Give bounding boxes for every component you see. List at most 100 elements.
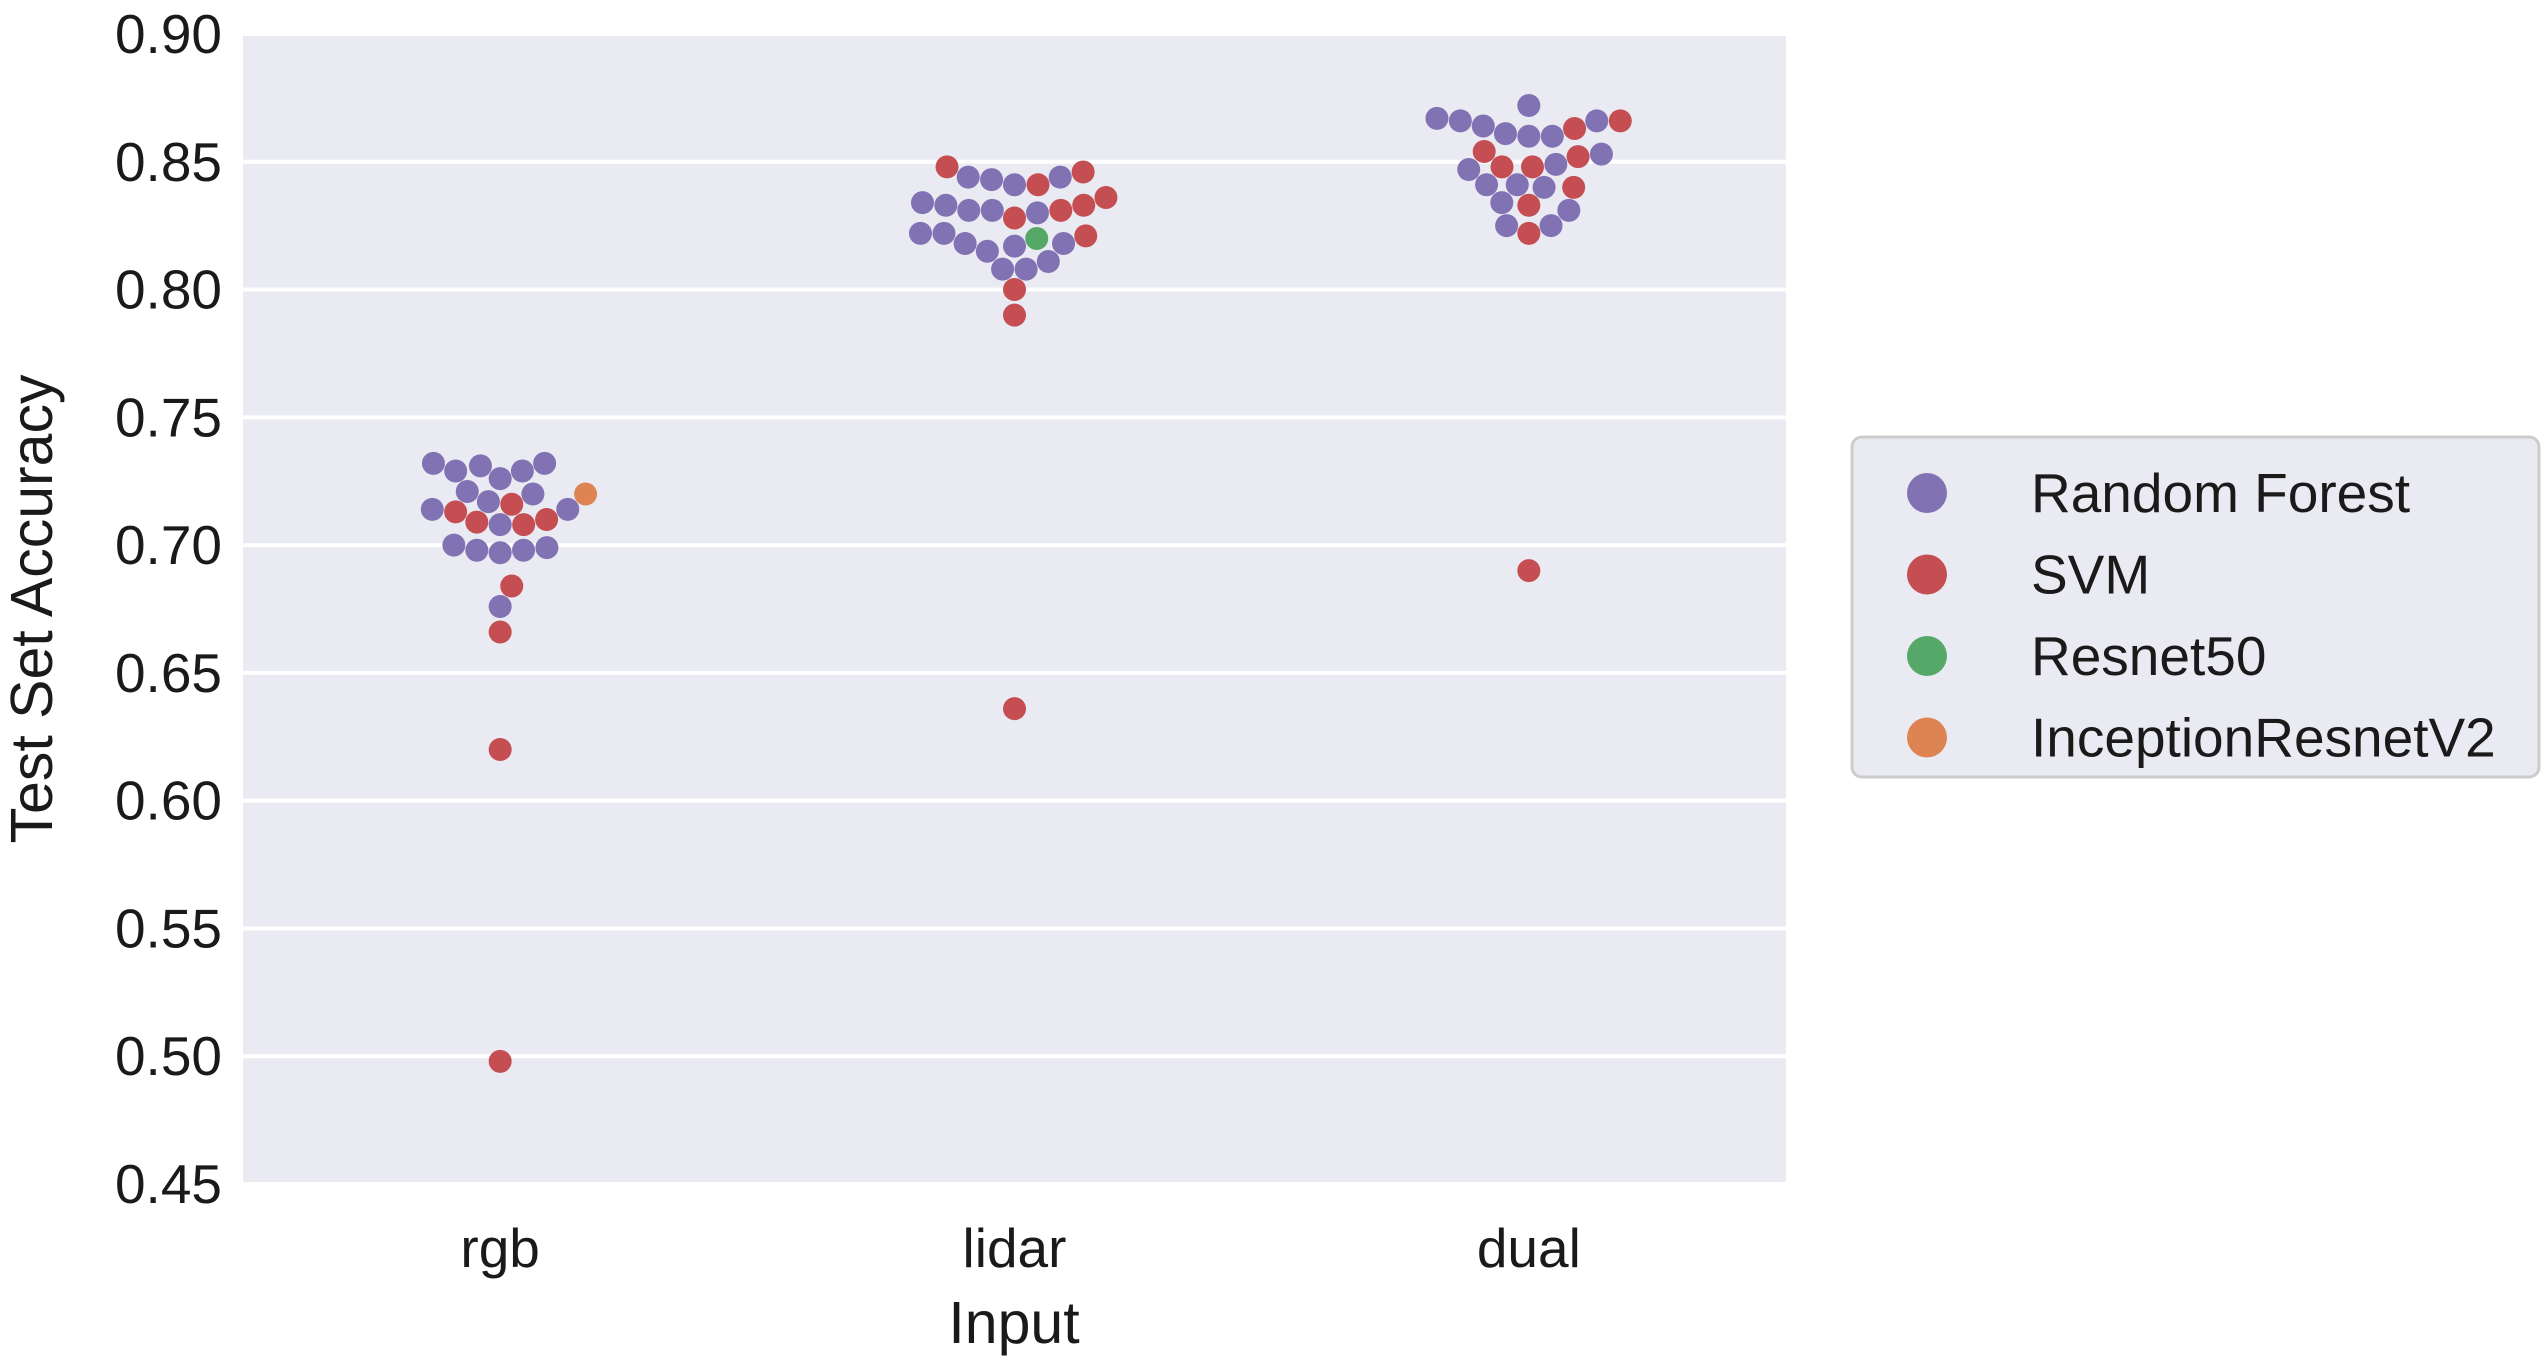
point-svm [1517, 221, 1541, 245]
x-tick-label: lidar [963, 1217, 1067, 1279]
point-svm [1490, 155, 1514, 179]
point-random-forest [1544, 152, 1568, 176]
point-random-forest [521, 482, 545, 506]
data-points [420, 94, 1632, 1073]
point-svm [1003, 303, 1026, 327]
point-random-forest [1048, 165, 1072, 189]
y-tick-label: 0.80 [115, 259, 222, 321]
legend-label-resnet50: Resnet50 [2031, 625, 2266, 687]
point-random-forest [1471, 114, 1495, 138]
point-random-forest [1539, 214, 1563, 238]
point-random-forest [1003, 234, 1026, 258]
point-random-forest [1517, 94, 1541, 118]
point-random-forest [1003, 173, 1026, 197]
y-tick-label: 0.75 [115, 386, 222, 448]
point-random-forest [1505, 173, 1529, 197]
point-random-forest [1490, 191, 1514, 215]
point-svm [1517, 193, 1541, 217]
point-svm [488, 738, 512, 762]
point-svm [535, 508, 559, 532]
point-random-forest [488, 513, 512, 537]
point-random-forest [975, 239, 999, 263]
point-svm [935, 155, 959, 179]
point-random-forest [488, 467, 512, 491]
y-tick-label: 0.50 [115, 1025, 222, 1087]
point-random-forest [1540, 124, 1564, 148]
point-svm [1072, 193, 1096, 217]
legend-marker-random-forest [1907, 473, 1947, 513]
point-random-forest [1517, 124, 1541, 148]
point-random-forest [953, 232, 977, 256]
legend-label-inceptionresnetv2: InceptionResnetV2 [2031, 707, 2496, 769]
point-svm [1472, 140, 1496, 164]
point-random-forest [932, 221, 956, 245]
point-random-forest [1532, 175, 1556, 199]
point-random-forest [535, 536, 559, 560]
legend-label-random-forest: Random Forest [2031, 462, 2410, 524]
legend-box [1850, 435, 2541, 779]
point-random-forest [1585, 109, 1609, 133]
y-axis-label: Test Set Accuracy [0, 374, 65, 843]
point-svm [512, 513, 536, 537]
point-random-forest [1036, 249, 1060, 273]
y-tick-label: 0.65 [115, 642, 222, 704]
point-random-forest [455, 479, 479, 503]
x-axis-label: Input [948, 1290, 1079, 1356]
point-svm [465, 510, 489, 534]
point-random-forest [1589, 142, 1613, 166]
point-random-forest [1495, 214, 1519, 238]
point-random-forest [533, 451, 557, 475]
point-svm [1562, 175, 1586, 199]
point-random-forest [934, 193, 958, 217]
y-tick-label: 0.55 [115, 897, 222, 959]
point-random-forest [1425, 106, 1449, 130]
point-svm [1074, 224, 1098, 248]
point-random-forest [488, 541, 512, 565]
x-tick-label: rgb [460, 1217, 540, 1279]
legend-label-svm: SVM [2031, 544, 2150, 606]
point-random-forest [1025, 201, 1049, 225]
y-tick-labels: 0.45 0.50 0.55 0.60 0.65 0.70 0.75 0.80 0.85 0.90 [115, 3, 222, 1215]
point-random-forest [420, 497, 444, 521]
y-tick-label: 0.60 [115, 770, 222, 832]
y-tick-label: 0.45 [115, 1153, 222, 1215]
point-svm [500, 574, 524, 598]
x-tick-labels: rgb lidar dual [460, 1217, 1580, 1279]
point-random-forest [421, 451, 445, 475]
point-random-forest [1493, 122, 1517, 146]
point-random-forest [1557, 198, 1581, 222]
point-random-forest [980, 168, 1004, 192]
point-svm [1520, 155, 1544, 179]
point-random-forest [1448, 109, 1472, 133]
y-tick-label: 0.90 [115, 3, 222, 65]
point-resnet50 [1025, 226, 1049, 250]
point-random-forest [980, 198, 1004, 222]
point-svm [1566, 145, 1590, 169]
point-random-forest [1014, 257, 1038, 281]
point-svm [1094, 186, 1118, 210]
point-svm [1003, 206, 1026, 230]
point-svm [500, 492, 524, 516]
y-tick-label: 0.70 [115, 514, 222, 576]
point-random-forest [556, 497, 580, 521]
legend-marker-resnet50 [1907, 636, 1947, 676]
point-random-forest [956, 165, 980, 189]
point-random-forest [908, 221, 932, 245]
x-tick-label: dual [1477, 1217, 1581, 1279]
point-svm [1071, 160, 1095, 184]
point-random-forest [488, 594, 512, 618]
point-svm [1003, 697, 1026, 721]
point-random-forest [1052, 232, 1076, 256]
legend-marker-svm [1907, 554, 1947, 595]
point-random-forest [510, 459, 534, 483]
point-random-forest [444, 459, 468, 483]
legend-marker-inceptionresnetv2 [1907, 717, 1947, 758]
point-svm [1003, 278, 1026, 302]
point-svm [444, 500, 468, 524]
point-svm [1517, 559, 1541, 583]
point-svm [1026, 173, 1050, 197]
point-svm [1563, 117, 1587, 141]
point-svm [1608, 109, 1632, 133]
point-random-forest [1457, 157, 1481, 181]
